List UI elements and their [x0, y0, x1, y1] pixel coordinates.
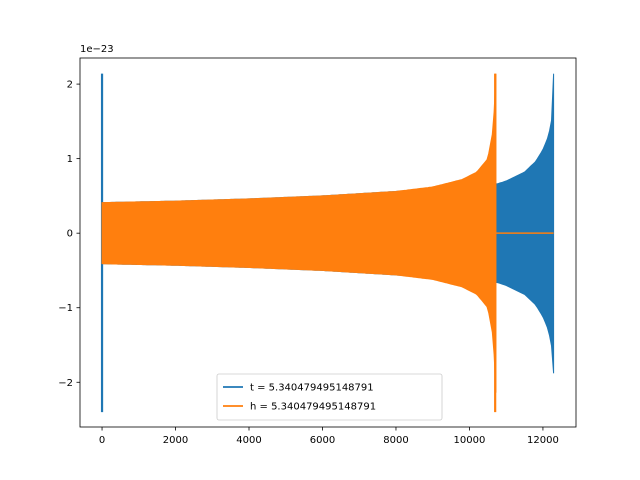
y-tick-label: 1: [67, 154, 73, 165]
plot-area: [100, 73, 555, 413]
legend-box: [216, 373, 443, 421]
x-tick-label: 10000: [454, 435, 486, 446]
y-tick-label: −1: [58, 303, 73, 314]
legend: t = 5.340479495148791 h = 5.3404794951487…: [216, 373, 443, 421]
x-tick-label: 8000: [383, 435, 408, 446]
legend-label: h = 5.340479495148791: [250, 402, 376, 413]
x-tick-label: 6000: [310, 435, 335, 446]
series-2: [101, 73, 554, 413]
axes-frame: [79, 57, 577, 428]
y-offset-label: 1e−23: [80, 44, 114, 55]
x-axis: 0 2000 4000 6000 8000 10000 12000: [99, 427, 559, 446]
x-tick-label: 12000: [527, 435, 559, 446]
y-tick-label: −2: [58, 378, 73, 389]
x-tick-label: 2000: [163, 435, 188, 446]
y-tick-label: 0: [67, 229, 73, 240]
y-tick-label: 2: [67, 80, 73, 91]
y-axis: −2 −1 0 1 2: [58, 80, 80, 389]
legend-label: t = 5.340479495148791: [250, 383, 374, 394]
x-tick-label: 0: [99, 435, 105, 446]
x-tick-label: 4000: [236, 435, 261, 446]
